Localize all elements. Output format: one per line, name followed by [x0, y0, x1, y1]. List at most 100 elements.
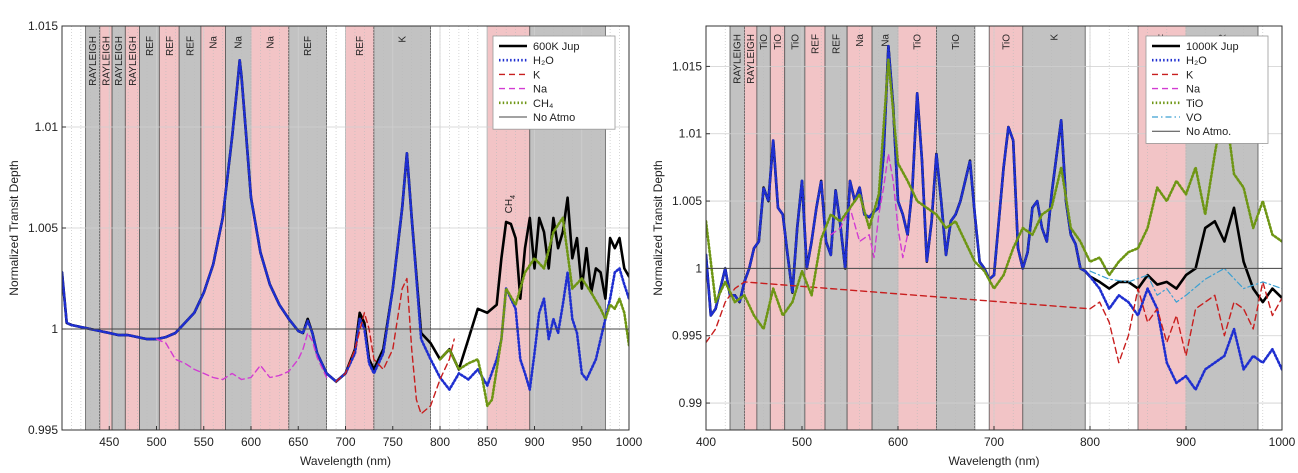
band-label-3: RAYLEIGH [128, 36, 139, 86]
band-label-5: REF [165, 36, 176, 56]
y-tick-label: 0.99 [679, 396, 703, 410]
x-tick-label: 600 [241, 435, 261, 449]
band-6 [825, 26, 848, 430]
band-label-9: TiO [913, 34, 924, 50]
x-tick-label: 500 [146, 435, 166, 449]
x-tick-label: 1000 [1269, 435, 1296, 449]
band-label-9: Na [265, 36, 276, 49]
right-chart: RAYLEIGH RAYLEIGH TiO TiO TiO REF REF Na Na TiO Ti… [651, 25, 1296, 468]
y-tick-label: 1.015 [28, 19, 58, 33]
band-3 [770, 26, 785, 430]
band-1 [744, 26, 757, 430]
y-tick-label: 1.01 [679, 127, 703, 141]
band-label-12: K [1050, 34, 1061, 41]
ticks: 400 500 600 700 800 900 1000 0.99 0.995 1 1.005 1.0… [672, 59, 1296, 449]
band-label-4: REF [145, 36, 156, 56]
series-line-5 [1089, 267, 1282, 303]
x-tick-label: 900 [1176, 435, 1196, 449]
legend-label-6: No Atmo. [1186, 126, 1231, 138]
band-4 [784, 26, 805, 430]
band-label-sub: 4 [510, 195, 517, 199]
band-label-11: REF [355, 36, 366, 56]
legend-label-5: No Atmo [533, 112, 575, 124]
band-label-10: REF [303, 36, 314, 56]
legend-label-3: Na [533, 84, 548, 96]
band-label-3: TiO [773, 34, 784, 50]
series-line-2 [335, 277, 455, 415]
x-tick-label: 950 [572, 435, 592, 449]
band-8 [872, 26, 898, 430]
series [706, 44, 1282, 391]
band-label-12: K [398, 36, 409, 43]
left-chart: RAYLEIGH RAYLEIGH RAYLEIGH RAYLEIGH REF REF RE… [7, 19, 643, 468]
band-label-5: REF [810, 34, 821, 54]
legend-label-2: K [1186, 69, 1194, 81]
x-tick-label: 800 [430, 435, 450, 449]
band-12 [1022, 26, 1086, 430]
band-label-6: REF [186, 36, 197, 56]
series-line-1 [706, 44, 1282, 391]
band-label-2: TiO [759, 34, 770, 50]
series-line-2 [706, 281, 1282, 364]
band-label-1: RAYLEIGH [746, 34, 757, 84]
legend: 600K Jup H₂O K Na CH₄ No Atmo [492, 35, 616, 130]
y-tick-label: 1.005 [672, 194, 702, 208]
x-tick-label: 850 [477, 435, 497, 449]
legend: 1000K Jup H₂O K Na TiO VO No Atmo. [1145, 35, 1269, 144]
x-tick-label: 750 [383, 435, 403, 449]
band-label-8: Na [234, 36, 245, 49]
x-axis-label: Wavelength (nm) [949, 454, 1040, 468]
band-label-4: TiO [790, 34, 801, 50]
legend-label-4: TiO [1186, 98, 1204, 110]
x-tick-label: 700 [335, 435, 355, 449]
band-label-7: Na [209, 36, 220, 49]
band-label-8: Na [881, 34, 892, 47]
x-tick-label: 450 [99, 435, 119, 449]
x-tick-label: 700 [984, 435, 1004, 449]
x-axis-label: Wavelength (nm) [300, 454, 391, 468]
y-tick-label: 0.995 [672, 329, 702, 343]
series-line-3 [155, 332, 328, 381]
band-label-6: REF [832, 34, 843, 54]
band-label-13: CH4 [504, 195, 517, 213]
band-label-1: RAYLEIGH [101, 36, 112, 86]
legend-label-1: H₂O [1186, 55, 1207, 67]
series-line-4 [706, 58, 1282, 331]
legend-label-4: CH₄ [533, 98, 554, 110]
band-label-2: RAYLEIGH [114, 36, 125, 86]
band-label-0: RAYLEIGH [88, 36, 99, 86]
ticks: 450 500 550 600 650 700 750 800 850 900 950 1000 0.9… [28, 19, 643, 449]
series-line-4 [438, 216, 629, 408]
legend-label-0: 600K Jup [533, 41, 579, 53]
band-label-ch: CH [504, 199, 515, 213]
y-axis-label: Normalized Transit Depth [651, 160, 665, 295]
x-tick-label: 600 [888, 435, 908, 449]
band-label-0: RAYLEIGH [733, 34, 744, 84]
legend-box [1145, 35, 1269, 144]
band-label-11: TiO [1002, 34, 1013, 50]
x-tick-label: 550 [194, 435, 214, 449]
x-tick-label: 800 [1080, 435, 1100, 449]
x-tick-label: 500 [792, 435, 812, 449]
y-axis-label: Normalized Transit Depth [7, 160, 21, 295]
legend-label-5: VO [1186, 112, 1202, 124]
band-label-7: Na [855, 34, 866, 47]
y-tick-label: 0.995 [28, 423, 58, 437]
y-tick-label: 1.01 [35, 120, 59, 134]
legend-label-2: K [533, 69, 541, 81]
x-tick-label: 900 [524, 435, 544, 449]
band-0 [730, 26, 745, 430]
x-tick-label: 400 [696, 435, 716, 449]
legend-label-0: 1000K Jup [1186, 41, 1239, 53]
x-tick-label: 650 [288, 435, 308, 449]
series [62, 59, 629, 415]
legend-label-3: Na [1186, 84, 1201, 96]
y-tick-label: 1.015 [672, 59, 702, 73]
x-tick-label: 1000 [616, 435, 643, 449]
legend-label-1: H₂O [533, 55, 554, 67]
band-5 [804, 26, 826, 430]
series-line-1 [62, 59, 629, 391]
y-tick-label: 1.005 [28, 221, 58, 235]
y-tick-label: 1 [51, 322, 58, 336]
